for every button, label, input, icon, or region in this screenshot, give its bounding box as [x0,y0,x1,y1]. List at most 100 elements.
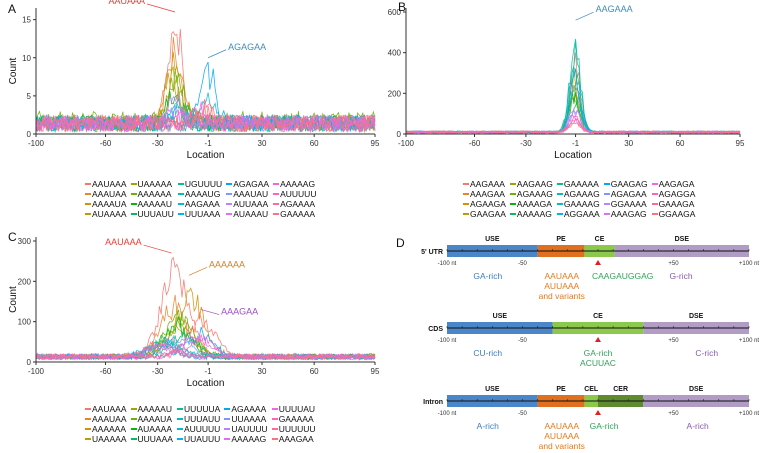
x-tick-label: 95 [371,139,380,148]
legend-item: AUUUUU [273,189,316,199]
legend-swatch [226,193,233,195]
legend-label: AGAAAA [231,404,267,414]
legend-label: AAAGAG [610,209,647,219]
annotation-label: AAUAAA [109,0,146,6]
legend-item: GAAGAG [603,179,648,189]
legend-swatch [176,418,183,420]
series-line-agaaaa [35,99,376,133]
legend-swatch [509,183,516,185]
legend-label: AAAAAG [516,209,552,219]
legend-item: AUUAAA [226,199,269,209]
legend-swatch [85,213,91,215]
x-tick-label: -1 [205,367,213,376]
legend-swatch [651,183,658,185]
motif-label: ACUUAC [580,358,616,368]
legend-item: GAAGAA [463,209,506,219]
legend-item: GAAAAA [271,414,316,424]
x-tick-label: -1 [572,139,580,148]
legend-label: UAUUUU [231,424,268,434]
legend-b: AAGAAA AAGAAG GAAAAA GAAGAG AAGAGA AAAGAA AGAA… [463,179,695,219]
axis-label: +100 nt [739,411,760,417]
legend-label: GAAAAA [280,209,316,219]
y-tick-label: 200 [18,277,32,286]
legend-swatch [176,408,183,410]
legend-item: AAAAAA [85,424,127,434]
legend-swatch [177,183,184,185]
y-tick-label: 0 [397,130,402,139]
series-line-gaaaaa [35,104,376,133]
legend-swatch [603,183,610,185]
region-label: CE [595,236,605,243]
region-label: CER [613,386,628,393]
legend-swatch [463,183,469,185]
legend-swatch [651,213,658,215]
region-label: DSE [689,386,704,393]
motif-label: AUUAAA [544,281,579,291]
y-tick-label: 100 [18,318,32,327]
legend-label: AAAAAG [280,179,316,189]
y-tick-label: 10 [22,54,31,63]
legend-label: UUUAUU [183,414,221,424]
legend-item: AAAAAA [130,189,174,199]
motif-label: CAAGAUGGAG [592,271,653,281]
panel-label-c: C [8,230,17,244]
axis-label: -100 nt [438,411,457,417]
legend-item: GAAAAA [556,179,600,189]
motif-label: A-rich [687,421,709,431]
y-tick-label: 300 [18,237,32,246]
series-line-ggaaaa [405,108,741,134]
series-line-aauaaa [35,256,376,361]
legend-swatch [556,183,563,185]
legend-item: AGAAGA [463,199,506,209]
legend-label: GGAAGA [658,209,696,219]
legend-a: AAUAAA UAAAAA UGUUUU AGAGAA AAAAAG AAAUAA AAAA… [85,179,316,219]
legend-label: UAAAAA [92,434,127,444]
legend-item: AGAGGA [651,189,695,199]
legend-swatch [603,213,610,215]
axis-label: +50 [668,411,679,417]
motif-label: and variants [539,291,585,301]
legend-label: AAAUAA [92,189,127,199]
x-tick-label: 95 [371,367,380,376]
motif-label: GA-rich [590,421,619,431]
legend-label: AAAAUA [92,199,127,209]
legend-swatch [509,203,516,205]
legend-swatch [463,213,469,215]
legend-item: AAAAAG [224,434,267,444]
axis-label: -100 nt [438,338,457,344]
annotation-label: AAUAAA [105,237,142,247]
legend-label: AAAAAA [137,189,172,199]
region-label: USE [485,236,500,243]
series-line-ggaaga [405,122,741,134]
legend-c: AAUAAA AAAAAU UUUUUA AGAAAA UUUUAU AAAUAA AAAA… [85,404,316,444]
legend-label: AAGAGA [658,179,695,189]
x-tick-label: -30 [520,139,532,148]
y-tick-label: 600 [388,8,402,17]
legend-item: UAAAAA [85,434,127,444]
legend-item: GAAAGA [651,199,696,209]
legend-swatch [130,193,137,195]
legend-swatch [509,213,516,215]
legend-swatch [273,193,280,195]
legend-label: GAAGAG [610,179,648,189]
legend-item: AGAAAG [556,189,600,199]
legend-swatch [271,428,278,430]
legend-label: UUUAAA [184,209,221,219]
legend-swatch [85,203,91,205]
legend-item: GAAAAG [556,199,600,209]
row-label: CDS [428,326,443,333]
x-tick-label: -30 [152,139,164,148]
legend-item: AAAAAU [130,199,174,209]
x-tick-label: 30 [258,139,267,148]
legend-label: AGAGAA [233,179,270,189]
legend-swatch [224,428,231,430]
x-tick-label: -1 [205,139,213,148]
legend-item: AAAAAU [130,404,173,414]
legend-swatch [176,438,183,440]
region-label: USE [485,386,500,393]
annotation-label: AAAGAA [221,307,258,317]
legend-label: AGAAAG [563,189,600,199]
legend-label: AAGAAA [184,199,220,209]
y-tick-label: 400 [388,49,402,58]
x-tick-label: -100 [28,367,45,376]
